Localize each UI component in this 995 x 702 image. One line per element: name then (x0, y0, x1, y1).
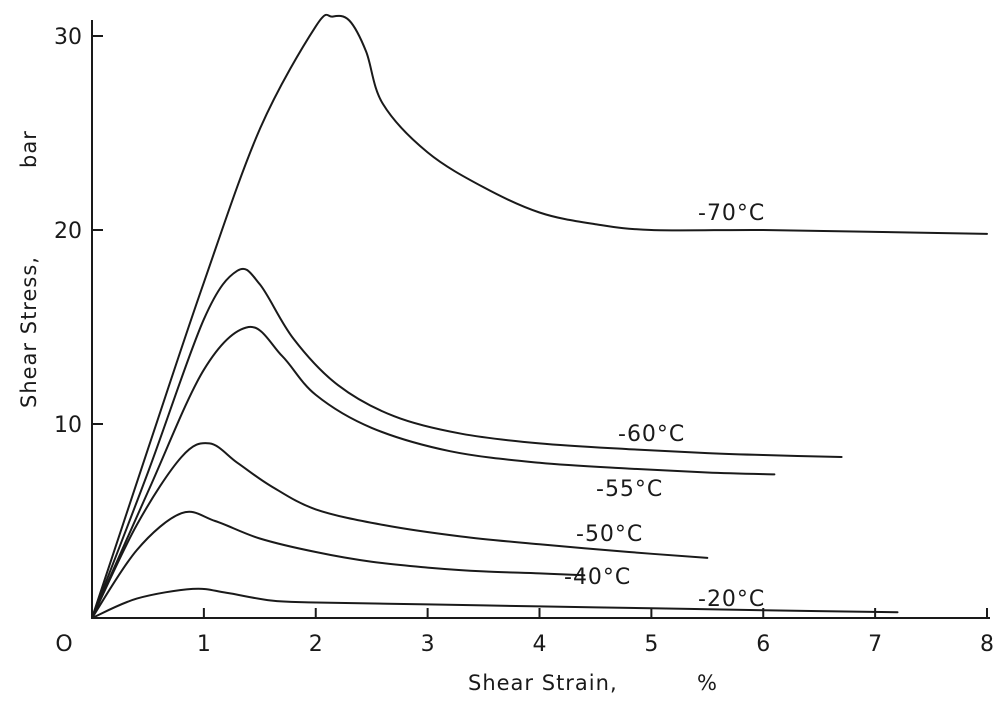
series-line (91, 325, 776, 619)
y-tick-label: 20 (54, 219, 82, 244)
series-label: -20°C (698, 587, 765, 612)
series-label: -70°C (698, 201, 765, 226)
series-label: -55°C (596, 477, 663, 502)
x-tick-label: O (55, 632, 72, 657)
x-tick-label: 5 (644, 632, 658, 657)
axes (91, 20, 990, 619)
x-tick-label: 6 (756, 632, 770, 657)
y-tick-label: 30 (54, 25, 82, 50)
x-tick-label: 8 (980, 632, 994, 657)
x-tick-label: 4 (533, 632, 547, 657)
series-line (91, 587, 899, 619)
x-tick-label: 2 (309, 632, 323, 657)
x-tick-label: 7 (868, 632, 882, 657)
series-line (91, 267, 843, 619)
x-ticks: O 1 2 3 4 5 6 7 8 (55, 608, 994, 657)
series-labels: -70°C -60°C -55°C -50°C -40°C -20°C (564, 201, 765, 612)
y-ticks: 10 20 30 (54, 25, 103, 438)
x-axis-unit: % (697, 671, 718, 695)
series-line (91, 442, 709, 619)
y-tick-label: 10 (54, 413, 82, 438)
series-label: -50°C (576, 522, 643, 547)
y-axis-title: Shear Stress, (17, 256, 41, 408)
series-label: -40°C (564, 565, 631, 590)
y-axis-unit: bar (17, 130, 41, 168)
x-axis-title: Shear Strain, (468, 671, 618, 695)
series-lines (91, 13, 988, 619)
series-line (91, 13, 988, 619)
x-tick-label: 3 (421, 632, 435, 657)
x-tick-label: 1 (197, 632, 211, 657)
series-line (91, 510, 586, 619)
series-label: -60°C (618, 422, 685, 447)
